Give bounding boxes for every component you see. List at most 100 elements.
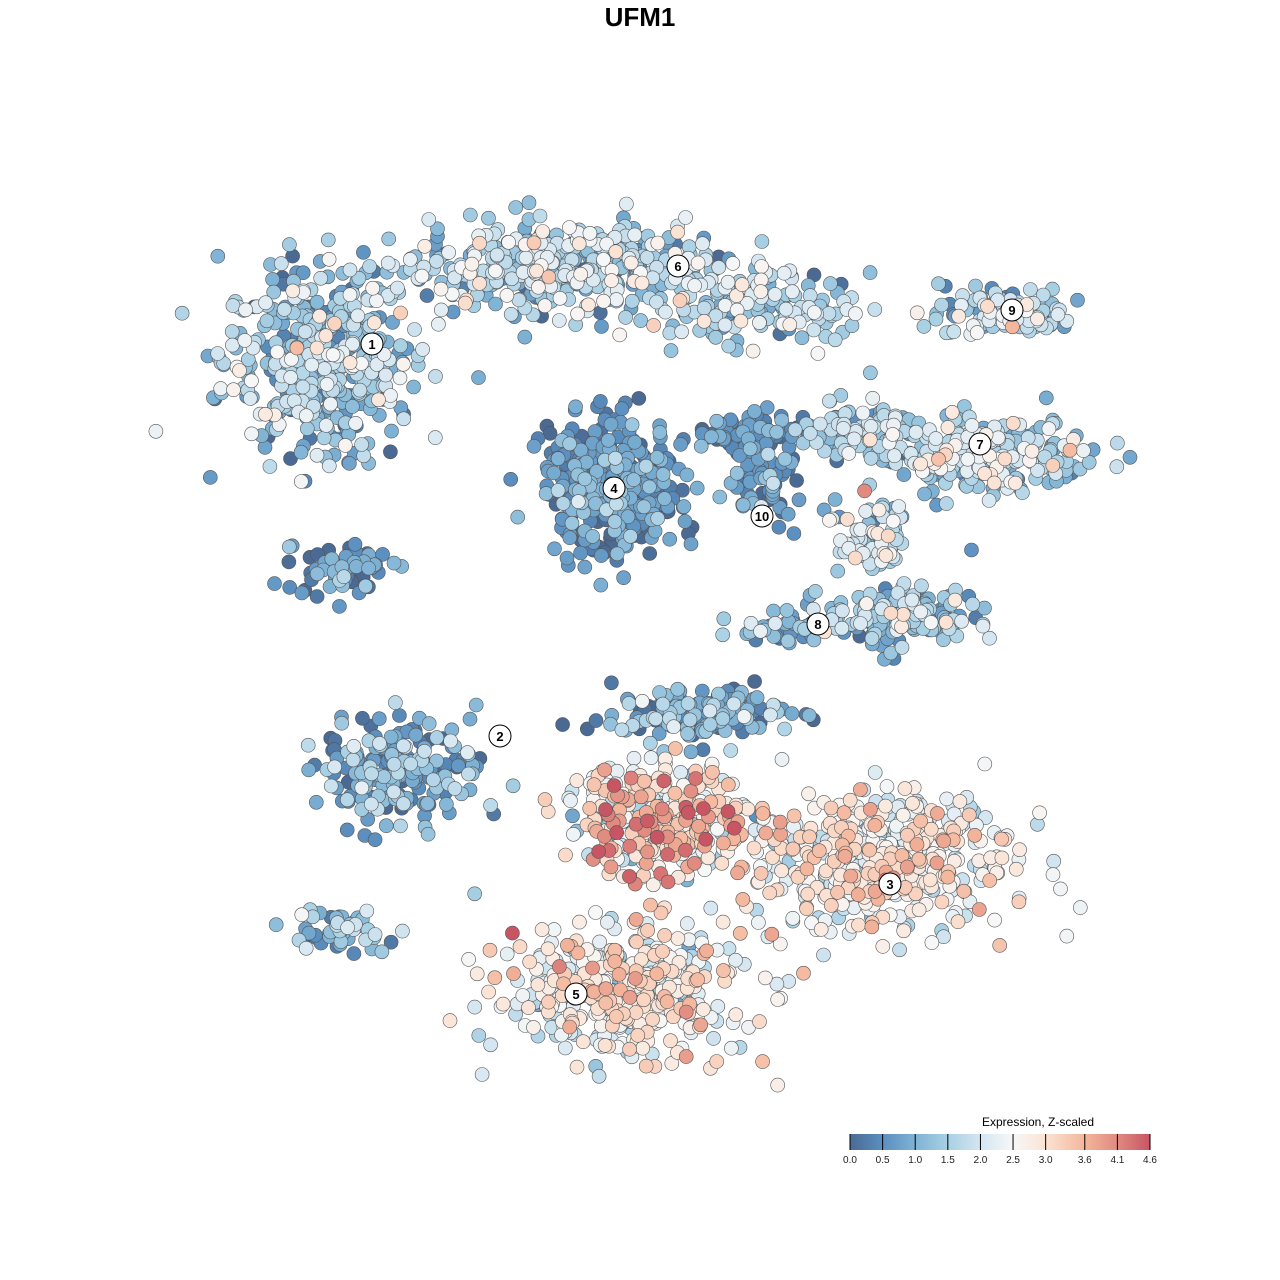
cell-point — [210, 346, 225, 361]
cell-point — [780, 633, 796, 649]
cell-point — [683, 783, 699, 799]
cell-point — [799, 901, 814, 916]
cell-point — [531, 279, 546, 295]
cell-point — [773, 827, 788, 842]
cell-point — [961, 807, 977, 823]
cell-point — [321, 251, 337, 267]
cell-point — [396, 411, 412, 427]
cluster-label-9: 9 — [1000, 298, 1024, 322]
cell-point — [682, 712, 698, 728]
cell-point — [709, 1054, 725, 1069]
cell-point — [406, 379, 421, 395]
cell-point — [964, 542, 979, 558]
cell-point — [225, 337, 240, 353]
cell-point — [994, 850, 1010, 866]
cell-point — [672, 293, 688, 308]
cell-point — [1023, 282, 1038, 297]
cell-point — [586, 984, 602, 1000]
cell-point — [1110, 435, 1125, 451]
cell-point — [472, 235, 487, 251]
cell-point — [363, 796, 379, 812]
cell-point — [1053, 881, 1068, 897]
cell-point — [771, 519, 787, 535]
cell-point — [767, 616, 783, 631]
cluster-label-6: 6 — [666, 254, 690, 278]
cell-point — [698, 831, 714, 847]
cell-point — [386, 784, 402, 800]
cell-point — [626, 472, 642, 488]
cluster-label-text: 3 — [886, 877, 893, 892]
cell-point — [693, 1017, 709, 1033]
cell-point — [887, 448, 902, 464]
cell-point — [395, 356, 411, 372]
cell-point — [827, 332, 843, 348]
cell-point — [732, 448, 747, 463]
cell-point — [714, 855, 730, 871]
cell-point — [1109, 459, 1125, 475]
cell-point — [640, 923, 655, 938]
cell-point — [622, 990, 638, 1005]
cell-point — [936, 833, 952, 849]
cell-point — [571, 236, 587, 251]
cell-point — [729, 465, 745, 481]
cell-point — [582, 226, 598, 241]
cell-point — [716, 963, 731, 978]
cell-point — [467, 886, 483, 902]
cell-point — [540, 804, 556, 819]
cell-point — [663, 1033, 678, 1048]
cell-point — [552, 959, 567, 974]
cell-point — [1045, 867, 1061, 882]
cell-point — [332, 599, 347, 614]
cell-point — [863, 419, 879, 434]
colorbar-tick-label: 4.6 — [1143, 1155, 1157, 1166]
cell-point — [767, 287, 783, 302]
cell-point — [799, 861, 815, 877]
cell-point — [299, 421, 315, 436]
cell-point — [581, 297, 596, 313]
cell-point — [569, 773, 585, 788]
cell-point — [562, 220, 577, 235]
cell-point — [550, 483, 566, 498]
cell-point — [749, 690, 765, 705]
cell-point — [609, 825, 625, 840]
cell-point — [505, 778, 521, 794]
cell-point — [323, 396, 338, 412]
cell-point — [878, 548, 894, 563]
cell-point — [851, 917, 866, 933]
cell-point — [862, 265, 878, 280]
cell-point — [867, 765, 883, 780]
cell-point — [822, 512, 837, 528]
cell-point — [822, 393, 837, 409]
cell-point — [648, 711, 664, 727]
cell-point — [1062, 442, 1078, 458]
cell-point — [593, 394, 608, 409]
cell-point — [481, 210, 496, 226]
cell-point — [532, 208, 548, 224]
cell-point — [702, 717, 718, 732]
cell-point — [569, 1059, 585, 1075]
cell-point — [392, 708, 407, 723]
cell-point — [356, 245, 371, 260]
cell-point — [929, 855, 945, 871]
cell-point — [281, 554, 297, 570]
cell-point — [649, 829, 665, 845]
cell-point — [875, 939, 891, 954]
cell-point — [636, 499, 652, 515]
cell-point — [1045, 458, 1061, 473]
cell-point — [660, 874, 676, 890]
cell-point — [699, 943, 714, 959]
cell-point — [273, 256, 289, 271]
cell-point — [429, 730, 445, 745]
cell-point — [319, 377, 335, 392]
cell-point — [300, 737, 316, 753]
cell-point — [298, 408, 314, 424]
cell-point — [847, 550, 863, 566]
cell-point — [785, 841, 801, 857]
colorbar-tick-label: 0.5 — [876, 1155, 890, 1166]
cell-point — [427, 430, 443, 445]
cell-point — [301, 762, 317, 778]
cell-point — [342, 355, 358, 371]
cluster-label-text: 7 — [976, 437, 983, 452]
cell-point — [673, 437, 688, 452]
cell-point — [266, 284, 282, 300]
